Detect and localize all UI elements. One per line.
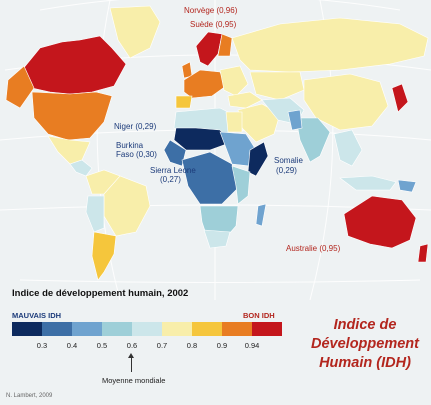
- label-sweden: Suède (0,95): [190, 20, 237, 29]
- label-burkina-2: Faso (0,30): [116, 150, 157, 159]
- central-america: [69, 159, 93, 177]
- legend-title: Indice de développement humain, 2002: [12, 288, 189, 299]
- eastern-europe: [219, 65, 249, 97]
- southeast-asia: [333, 129, 363, 167]
- finland: [217, 33, 233, 57]
- china-mongolia: [303, 73, 389, 131]
- pakistan: [287, 109, 303, 131]
- madagascar: [255, 203, 267, 227]
- figure-title-line-2: Développement: [311, 336, 419, 352]
- australia: [343, 195, 417, 249]
- figure-title: Indice de Développement Humain (IDH): [300, 316, 430, 373]
- russia: [231, 17, 429, 73]
- legend-tick: 0.4: [66, 341, 78, 350]
- central-africa: [181, 151, 239, 205]
- legend-swatch: [132, 322, 162, 336]
- label-norway: Norvège (0,96): [184, 6, 238, 15]
- norway-sweden: [195, 31, 223, 67]
- legend-tick: 0.9: [216, 341, 228, 350]
- legend-ticks: 0.3 0.4 0.5 0.6 0.7 0.8 0.9 0.94: [12, 341, 282, 351]
- legend-tick: 0.5: [96, 341, 108, 350]
- usa: [31, 91, 113, 141]
- indonesia: [339, 175, 397, 191]
- label-niger: Niger (0,29): [114, 122, 157, 131]
- new-zealand: [417, 243, 429, 263]
- iberia: [175, 95, 193, 109]
- label-burkina-1: Burkina: [116, 141, 144, 150]
- west-africa: [163, 139, 187, 167]
- legend-tick: 0.3: [36, 341, 48, 350]
- legend-swatch: [12, 322, 42, 336]
- world-map-svg: [0, 0, 431, 300]
- argentina-chile: [91, 231, 117, 281]
- legend-tick: 0.6: [126, 341, 138, 350]
- legend-tick: 0.7: [156, 341, 168, 350]
- credit: N. Lambert, 2009: [6, 393, 53, 399]
- figure-title-line-3: Humain (IDH): [319, 355, 411, 371]
- legend-swatch: [162, 322, 192, 336]
- alaska: [5, 65, 35, 109]
- figure-title-line-1: Indice de: [333, 317, 397, 333]
- legend-tick: 0.94: [244, 341, 260, 350]
- somalia: [247, 141, 269, 177]
- label-australia: Australie (0,95): [286, 244, 341, 253]
- canada: [21, 35, 127, 95]
- legend-swatch: [252, 322, 282, 336]
- kazakhstan-central-asia: [249, 71, 305, 101]
- sahel: [173, 127, 233, 151]
- label-sierra-leone-2: (0,27): [160, 175, 181, 184]
- legend-swatch: [192, 322, 222, 336]
- legend-swatch: [72, 322, 102, 336]
- greenland: [109, 5, 161, 59]
- average-label: Moyenne mondiale: [102, 376, 166, 385]
- mexico: [47, 135, 91, 165]
- east-africa: [231, 165, 251, 205]
- legend-tick: 0.8: [186, 341, 198, 350]
- legend-low-label: MAUVAIS IDH: [12, 311, 62, 320]
- brazil: [103, 175, 151, 237]
- label-sierra-leone-1: Sierra Leone: [150, 166, 196, 175]
- label-somalia-2: (0,29): [276, 166, 297, 175]
- world-map: [0, 0, 431, 300]
- legend-swatch: [42, 322, 72, 336]
- india: [295, 117, 331, 163]
- legend-swatch: [222, 322, 252, 336]
- western-europe: [183, 69, 227, 99]
- legend-color-bar: [12, 322, 282, 336]
- papua: [397, 179, 417, 193]
- turkey-caucasus: [227, 91, 263, 109]
- average-arrow: [131, 355, 132, 372]
- south-africa: [203, 229, 231, 249]
- japan-korea: [391, 83, 409, 113]
- legend-high-label: BON IDH: [243, 311, 275, 320]
- label-somalia-1: Somalie: [274, 156, 303, 165]
- egypt: [225, 111, 243, 133]
- peru-bolivia: [85, 195, 105, 233]
- legend-swatch: [102, 322, 132, 336]
